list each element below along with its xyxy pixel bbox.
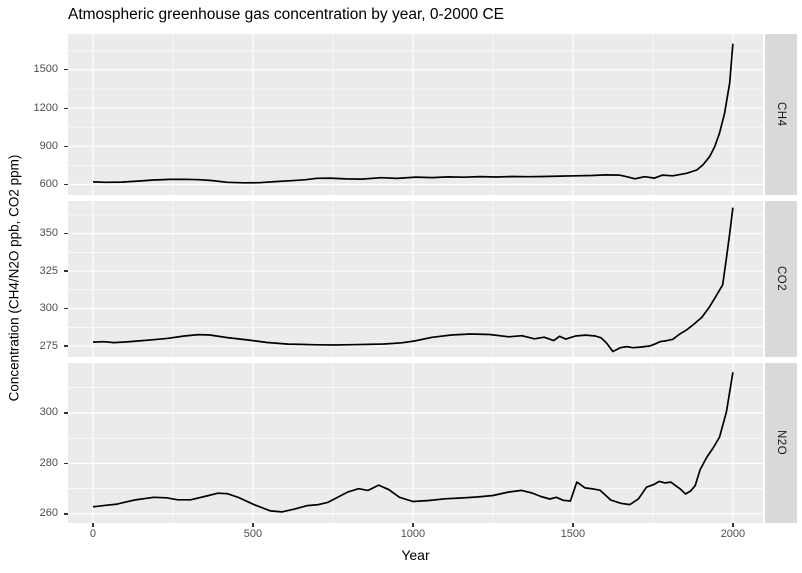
y-tick-mark (64, 232, 68, 235)
y-tick-label: 1200 (33, 101, 58, 114)
y-tick-mark (64, 513, 68, 515)
gridlines (68, 201, 763, 357)
y-tick-mark (64, 69, 68, 71)
y-tick-mark (64, 107, 68, 109)
facet-panel-co2 (68, 201, 763, 357)
x-tick-label: 1000 (400, 528, 426, 540)
ch4-line (92, 43, 734, 184)
y-tick-mark (64, 307, 68, 310)
x-tick-mark (252, 523, 254, 527)
y-tick-label: 300 (39, 302, 58, 315)
facet-strip-co2: CO2 (765, 201, 797, 357)
x-tick-label: 1500 (560, 528, 586, 540)
x-tick-label: 2000 (720, 528, 746, 540)
y-tick-label: 275 (39, 339, 58, 352)
facet-panel-ch4 (68, 34, 763, 195)
co2-line (92, 207, 734, 353)
x-tick-mark (732, 523, 734, 527)
y-tick-label: 1500 (33, 63, 58, 76)
gridlines (68, 34, 763, 195)
facet-strip-ch4: CH4 (765, 34, 797, 195)
plot-area-ch4 (68, 34, 763, 195)
y-tick-label: 280 (39, 456, 58, 469)
x-axis-title: Year (401, 547, 430, 563)
x-tick-mark (92, 523, 94, 527)
y-tick-label: 325 (39, 264, 58, 277)
y-tick-mark (64, 345, 68, 347)
x-tick-label: 500 (243, 528, 263, 540)
y-axis-title: Concentration (CH4/N2O ppb, CO2 ppm) (6, 154, 22, 402)
plot-area-co2 (68, 201, 763, 357)
y-tick-mark (64, 145, 68, 147)
y-tick-mark (64, 183, 68, 186)
gridlines (68, 363, 763, 523)
y-tick-label: 260 (39, 507, 58, 520)
x-tick-mark (412, 523, 414, 527)
y-tick-mark (64, 462, 68, 465)
facet-strip-label: CO2 (775, 266, 787, 292)
y-tick-label: 300 (39, 406, 58, 419)
chart-title: Atmospheric greenhouse gas concentration… (68, 6, 504, 23)
facet-strip-label: CH4 (775, 102, 787, 127)
y-tick-mark (64, 412, 68, 414)
y-tick-label: 900 (39, 139, 58, 152)
plot-area-n2o (68, 363, 763, 523)
facet-strip-n2o: N2O (765, 363, 797, 523)
x-tick-label: 0 (89, 528, 97, 540)
facet-strip-label: N2O (775, 430, 787, 456)
x-tick-mark (572, 523, 574, 527)
y-tick-mark (64, 270, 68, 272)
facet-panel-n2o (68, 363, 763, 523)
n2o-line (92, 372, 734, 513)
y-tick-label: 600 (39, 177, 58, 190)
y-tick-label: 350 (39, 227, 58, 240)
